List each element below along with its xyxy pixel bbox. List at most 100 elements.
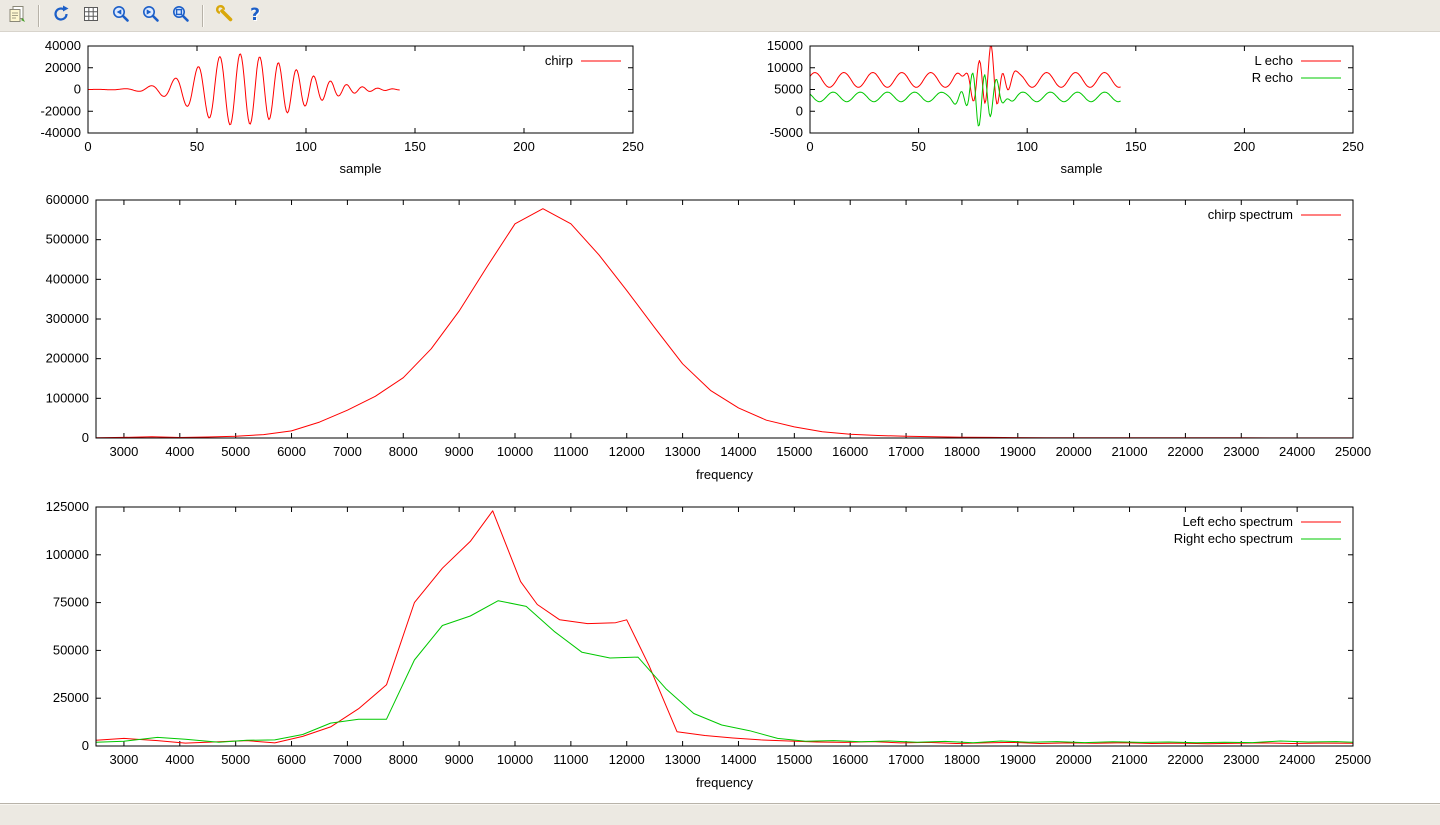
svg-text:50: 50 xyxy=(911,139,925,154)
svg-text:5000: 5000 xyxy=(221,444,250,459)
svg-text:-20000: -20000 xyxy=(41,103,81,118)
chart-echo-spectra[interactable]: 3000 4000 5000 6000 7000 8000 9000 10000 11000 12… xyxy=(0,497,1440,803)
svg-text:3000: 3000 xyxy=(109,752,138,767)
svg-text:12000: 12000 xyxy=(609,752,645,767)
svg-text:200: 200 xyxy=(1234,139,1256,154)
plot-canvas: 0 50 100 150 200 250 -40000 -20000 0 20000 40000 ch… xyxy=(0,32,1440,803)
svg-text:250: 250 xyxy=(622,139,644,154)
zoom-next-button[interactable] xyxy=(138,3,164,29)
copy-to-clipboard-icon xyxy=(7,4,27,27)
configure-button[interactable] xyxy=(212,3,238,29)
svg-text:20000: 20000 xyxy=(1056,444,1092,459)
svg-text:100: 100 xyxy=(295,139,317,154)
svg-text:600000: 600000 xyxy=(46,192,89,207)
svg-text:10000: 10000 xyxy=(767,60,803,75)
svg-text:4000: 4000 xyxy=(165,752,194,767)
svg-text:24000: 24000 xyxy=(1279,752,1315,767)
svg-text:125000: 125000 xyxy=(46,499,89,514)
svg-text:22000: 22000 xyxy=(1167,444,1203,459)
toolbar-separator xyxy=(38,4,40,27)
svg-text:6000: 6000 xyxy=(277,752,306,767)
copy-to-clipboard-button[interactable] xyxy=(4,3,30,29)
svg-text:11000: 11000 xyxy=(553,444,588,459)
svg-text:15000: 15000 xyxy=(767,38,803,53)
svg-text:13000: 13000 xyxy=(665,444,701,459)
zoom-previous-icon xyxy=(111,4,131,27)
svg-text:22000: 22000 xyxy=(1167,752,1203,767)
svg-text:150: 150 xyxy=(404,139,426,154)
svg-text:21000: 21000 xyxy=(1111,444,1147,459)
svg-text:13000: 13000 xyxy=(665,752,701,767)
chart-chirp-spectrum[interactable]: 3000 4000 5000 6000 7000 8000 9000 10000 11000 12… xyxy=(0,190,1440,497)
svg-text:0: 0 xyxy=(82,430,89,445)
status-bar xyxy=(0,803,1440,825)
svg-text:0: 0 xyxy=(796,103,803,118)
svg-text:0: 0 xyxy=(84,139,91,154)
replot-button[interactable] xyxy=(48,3,74,29)
svg-text:-5000: -5000 xyxy=(770,125,803,140)
svg-text:18000: 18000 xyxy=(944,444,980,459)
svg-text:16000: 16000 xyxy=(832,444,868,459)
svg-text:500000: 500000 xyxy=(46,232,89,247)
svg-text:17000: 17000 xyxy=(888,444,924,459)
svg-text:9000: 9000 xyxy=(445,444,474,459)
svg-text:15000: 15000 xyxy=(776,752,812,767)
zoom-previous-button[interactable] xyxy=(108,3,134,29)
svg-text:chirp spectrum: chirp spectrum xyxy=(1208,207,1293,222)
svg-text:50000: 50000 xyxy=(53,642,89,657)
svg-text:24000: 24000 xyxy=(1279,444,1315,459)
toolbar: ? xyxy=(0,0,1440,32)
svg-text:25000: 25000 xyxy=(1335,752,1371,767)
svg-text:10000: 10000 xyxy=(497,444,533,459)
svg-text:20000: 20000 xyxy=(45,60,81,75)
svg-text:40000: 40000 xyxy=(45,38,81,53)
svg-text:5000: 5000 xyxy=(774,82,803,97)
svg-text:7000: 7000 xyxy=(333,752,362,767)
wrench-icon xyxy=(215,4,235,27)
svg-text:frequency: frequency xyxy=(696,775,754,790)
svg-text:8000: 8000 xyxy=(389,444,418,459)
svg-text:0: 0 xyxy=(74,82,81,97)
svg-text:23000: 23000 xyxy=(1223,444,1259,459)
svg-text:8000: 8000 xyxy=(389,752,418,767)
svg-text:14000: 14000 xyxy=(720,752,756,767)
toolbar-separator xyxy=(202,4,204,27)
svg-text:12000: 12000 xyxy=(609,444,645,459)
svg-text:75000: 75000 xyxy=(53,595,89,610)
svg-text:100: 100 xyxy=(1016,139,1038,154)
svg-text:100000: 100000 xyxy=(46,390,89,405)
chart-chirp-time[interactable]: 0 50 100 150 200 250 -40000 -20000 0 20000 40000 ch… xyxy=(0,32,720,190)
svg-text:18000: 18000 xyxy=(944,752,980,767)
svg-text:50: 50 xyxy=(190,139,204,154)
svg-text:150: 150 xyxy=(1125,139,1147,154)
autoscale-button[interactable] xyxy=(168,3,194,29)
svg-text:sample: sample xyxy=(1061,161,1103,176)
zoom-next-icon xyxy=(141,4,161,27)
svg-text:-40000: -40000 xyxy=(41,125,81,140)
svg-text:5000: 5000 xyxy=(221,752,250,767)
svg-text:400000: 400000 xyxy=(46,271,89,286)
svg-text:300000: 300000 xyxy=(46,311,89,326)
svg-text:0: 0 xyxy=(806,139,813,154)
svg-text:Right echo spectrum: Right echo spectrum xyxy=(1174,531,1293,546)
svg-text:23000: 23000 xyxy=(1223,752,1259,767)
help-icon: ? xyxy=(250,5,260,25)
svg-text:20000: 20000 xyxy=(1056,752,1092,767)
svg-text:6000: 6000 xyxy=(277,444,306,459)
help-button[interactable]: ? xyxy=(242,3,268,29)
svg-text:200000: 200000 xyxy=(46,351,89,366)
svg-text:250: 250 xyxy=(1342,139,1364,154)
svg-text:10000: 10000 xyxy=(497,752,533,767)
svg-text:0: 0 xyxy=(82,738,89,753)
toggle-grid-button[interactable] xyxy=(78,3,104,29)
svg-text:9000: 9000 xyxy=(445,752,474,767)
svg-text:15000: 15000 xyxy=(776,444,812,459)
svg-text:11000: 11000 xyxy=(553,752,588,767)
autoscale-icon xyxy=(171,4,191,27)
svg-text:25000: 25000 xyxy=(1335,444,1371,459)
svg-text:14000: 14000 xyxy=(720,444,756,459)
svg-text:19000: 19000 xyxy=(1000,752,1036,767)
svg-text:chirp: chirp xyxy=(545,53,573,68)
svg-text:sample: sample xyxy=(340,161,382,176)
